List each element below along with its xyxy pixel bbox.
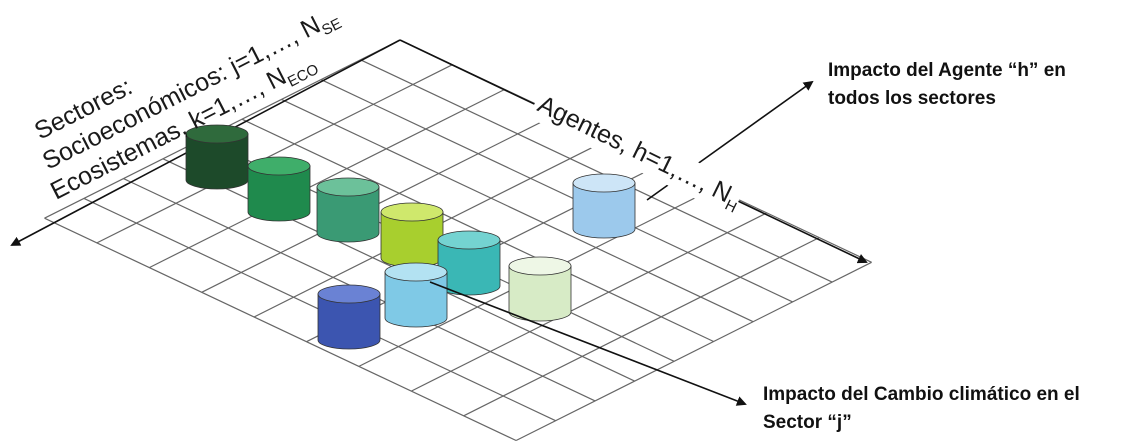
cylinder — [317, 284, 381, 350]
cylinder-body — [572, 182, 636, 239]
climate-impact-arrow — [429, 281, 747, 406]
agentes-label-bg — [528, 86, 747, 217]
grid-line — [241, 118, 714, 343]
cylinder — [380, 202, 444, 268]
cylinder — [437, 230, 501, 296]
grid-line — [44, 217, 517, 442]
cylinder-body — [317, 293, 381, 350]
cylinder-top — [508, 256, 572, 276]
agent-impact-line1: Impacto del Agente “h” en — [828, 60, 1066, 81]
impact-cylinders — [185, 124, 636, 350]
cylinder-top — [572, 173, 636, 193]
grid-line — [201, 113, 558, 293]
cylinder — [185, 124, 249, 190]
grid-line — [149, 88, 506, 269]
cylinder-top — [384, 262, 448, 282]
grid-line — [281, 98, 754, 323]
grid-line — [411, 212, 768, 392]
grid-line — [360, 59, 833, 283]
agent-impact-line2: todos los sectores — [828, 88, 996, 109]
cylinder-body — [185, 133, 249, 190]
cylinder-body — [508, 265, 572, 322]
agentes-label: Agentes, h=1,…, NH — [532, 90, 746, 216]
cylinder-top — [437, 230, 501, 250]
cylinder-top — [316, 177, 380, 197]
cylinder-body — [316, 186, 380, 243]
grid-line — [320, 79, 793, 303]
ecosistemas-subscript: ECO — [285, 61, 322, 91]
climate-impact-line1: Impacto del Cambio climático en el — [763, 384, 1080, 405]
grid-line — [96, 64, 453, 244]
cylinder — [508, 256, 572, 322]
cylinder-body — [247, 165, 311, 222]
cylinder — [247, 156, 311, 222]
cylinder — [316, 177, 380, 243]
cylinder-top — [317, 284, 381, 304]
grid-line — [463, 237, 820, 417]
cylinder-top — [380, 202, 444, 222]
cylinder — [572, 173, 636, 239]
cylinder-top — [185, 124, 249, 144]
climate-impact-line2: Sector “j” — [763, 412, 852, 433]
cylinder-body — [384, 271, 448, 328]
cylinder — [384, 262, 448, 328]
cylinder-top — [247, 156, 311, 176]
grid-line — [515, 261, 872, 442]
